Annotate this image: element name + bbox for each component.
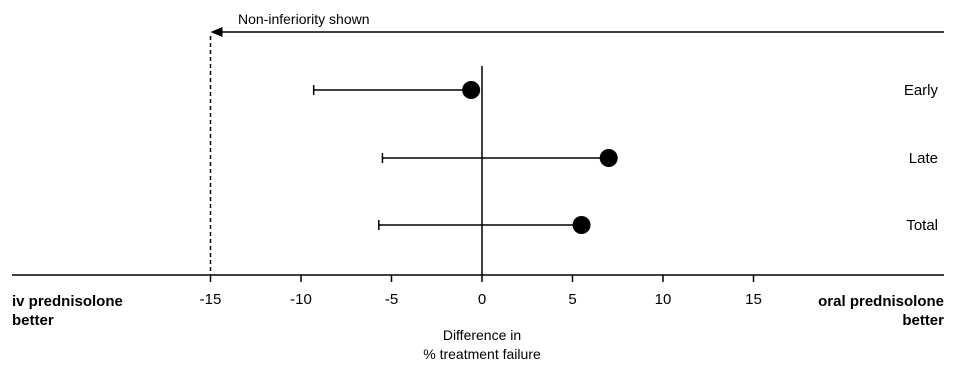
x-tick-label: -5	[385, 291, 398, 308]
x-axis-label-line-1: Difference in	[442, 327, 522, 343]
left-label-line-2: better	[12, 312, 54, 329]
x-tick-label: 5	[568, 291, 576, 308]
right-label-line-2: better	[902, 312, 944, 329]
left-side-label: iv prednisolone better	[12, 292, 123, 330]
x-tick-label: -10	[290, 291, 312, 308]
non-inferiority-annotation: Non-inferiority shown	[238, 11, 370, 27]
left-label-line-1: iv prednisolone	[12, 293, 123, 310]
row-label-late: Late	[909, 150, 938, 167]
right-label-line-1: oral prednisolone	[818, 293, 944, 310]
x-ticks: -15 -10 -5 0 5 10 15	[200, 275, 762, 308]
point-estimate-total	[572, 216, 591, 234]
point-estimate-late	[599, 149, 618, 167]
x-tick-label: 15	[745, 291, 762, 308]
x-tick-label: 0	[478, 291, 486, 308]
right-side-label: oral prednisolone better	[818, 292, 944, 330]
x-tick-label: 10	[655, 291, 672, 308]
row-label-early: Early	[904, 82, 939, 99]
x-axis-label-line-2: % treatment failure	[423, 346, 541, 362]
forest-rows: Early Late Total	[312, 81, 939, 234]
x-axis-label: Difference in % treatment failure	[382, 326, 582, 364]
row-label-total: Total	[906, 217, 938, 234]
x-tick-label: -15	[200, 291, 222, 308]
point-estimate-early	[462, 81, 481, 99]
non-inferiority-arrowhead	[210, 27, 223, 37]
